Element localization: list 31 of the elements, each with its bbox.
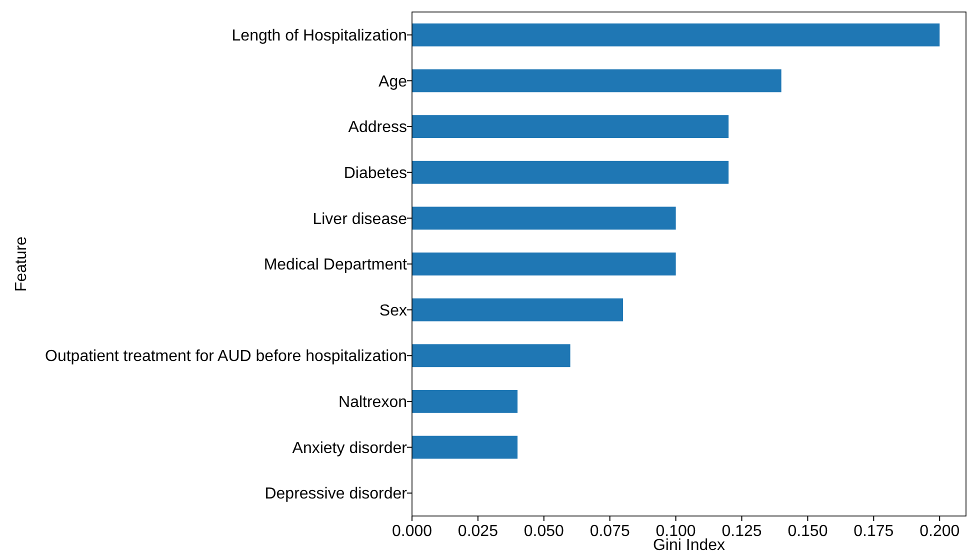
bar: [412, 298, 624, 322]
bar: [412, 436, 518, 459]
bar: [412, 252, 676, 276]
x-tick-label: 0.125: [722, 523, 762, 540]
bar: [412, 69, 782, 92]
x-tick-label: 0.150: [788, 523, 828, 540]
y-tick-label: Length of Hospitalization: [232, 28, 407, 45]
y-tick-label: Outpatient treatment for AUD before hospitalization: [45, 348, 407, 366]
x-tick-label: 0.200: [920, 523, 960, 540]
bar: [412, 115, 729, 138]
y-tick-label: Diabetes: [344, 164, 407, 182]
bar: [412, 160, 729, 184]
x-axis-title: Gini Index: [652, 537, 726, 552]
y-tick-label: Age: [378, 73, 408, 90]
x-tick-label: 0.075: [590, 523, 630, 540]
bar: [412, 23, 940, 46]
y-tick-label: Depressive disorder: [264, 486, 408, 503]
bar: [412, 390, 518, 413]
bar: [412, 344, 570, 368]
y-tick-label: Anxiety disorder: [292, 440, 408, 457]
x-tick-label: 0.175: [854, 523, 894, 540]
x-tick-label: 0.025: [458, 523, 498, 540]
x-tick-label: 0.050: [524, 523, 564, 540]
x-tick-label: 0.000: [392, 523, 432, 540]
y-tick-label: Medical Department: [264, 256, 408, 274]
y-tick-label: Liver disease: [312, 210, 408, 228]
bar: [412, 206, 676, 230]
y-tick-label: Address: [348, 119, 407, 136]
y-tick-label: Sex: [379, 302, 407, 320]
y-axis-title: Feature: [13, 236, 30, 292]
y-tick-label: Naltrexon: [338, 394, 407, 412]
